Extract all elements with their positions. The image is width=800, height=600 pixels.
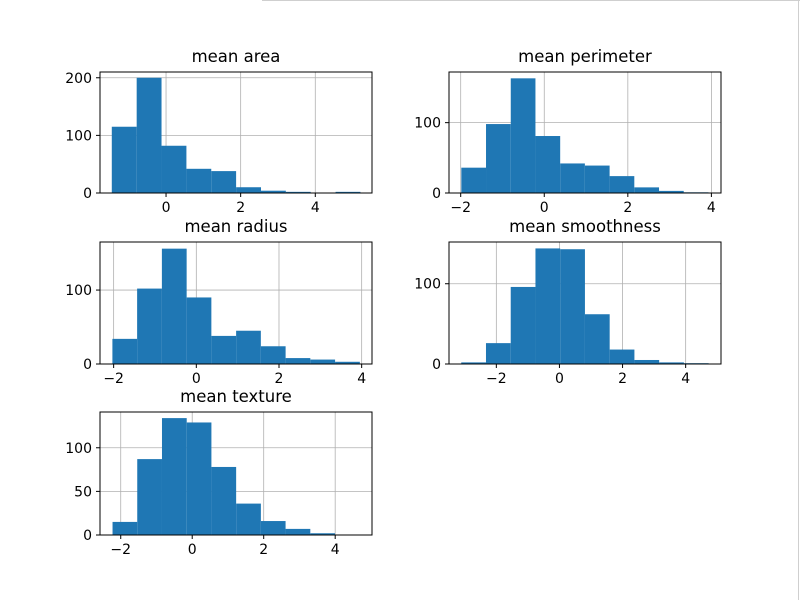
axes-frame xyxy=(448,241,722,365)
mean-texture-subplot: −2 0 2 4 0 50 100 mean texture xyxy=(65,387,373,558)
histogram-bar xyxy=(137,459,162,535)
x-tick-label: 2 xyxy=(275,371,284,387)
histogram-bar xyxy=(161,418,187,535)
histogram-bar xyxy=(634,359,660,364)
subplot-title: mean area xyxy=(192,47,281,66)
x-tick-label: −2 xyxy=(450,200,471,216)
histogram-bar xyxy=(609,176,635,193)
histogram-bar xyxy=(260,190,286,193)
x-tick-label: 0 xyxy=(192,371,201,387)
x-tick-label: 0 xyxy=(555,371,564,387)
axes-frame xyxy=(99,241,373,365)
x-tick-label: 2 xyxy=(259,542,268,558)
histogram-bar xyxy=(161,248,187,364)
x-tick-label: −2 xyxy=(486,371,507,387)
histogram-bar xyxy=(510,78,536,193)
y-tick-label: 0 xyxy=(432,186,441,202)
histogram-bar xyxy=(634,187,660,193)
histogram-bar xyxy=(560,249,585,364)
histogram-bar xyxy=(535,248,561,364)
y-tick-label: 50 xyxy=(74,484,92,500)
y-tick-label: 200 xyxy=(65,71,92,87)
histogram-bar xyxy=(486,124,511,193)
y-tick-label: 0 xyxy=(83,357,92,373)
histogram-bar xyxy=(560,163,585,193)
x-tick-label: 4 xyxy=(357,371,366,387)
histogram-bar xyxy=(584,165,610,193)
histogram-bar xyxy=(111,126,137,193)
histogram-bar xyxy=(285,528,311,535)
histogram-bar xyxy=(186,168,212,193)
histogram-bar xyxy=(211,466,237,535)
x-tick-label: 2 xyxy=(623,200,632,216)
y-tick-label: 100 xyxy=(65,283,92,299)
x-tick-label: 4 xyxy=(707,200,716,216)
histogram-bar xyxy=(310,359,336,364)
histogram-bar xyxy=(112,521,138,535)
mean-area-subplot: 0 2 4 0 100 200 mean area xyxy=(65,47,373,216)
x-tick-label: 4 xyxy=(311,200,320,216)
y-tick-label: 100 xyxy=(65,441,92,457)
histogram-bar xyxy=(260,346,286,364)
x-tick-label: 4 xyxy=(681,371,690,387)
histogram-bar xyxy=(236,187,261,193)
subplot-title: mean smoothness xyxy=(509,217,661,236)
histogram-bar xyxy=(659,190,684,193)
axes-frame xyxy=(99,71,373,194)
histogram-bar xyxy=(609,349,635,364)
y-tick-label: 0 xyxy=(83,528,92,544)
y-tick-label: 100 xyxy=(65,128,92,144)
histogram-bar xyxy=(211,171,237,193)
histogram-bar xyxy=(211,335,237,364)
x-tick-label: 0 xyxy=(162,200,171,216)
x-tick-label: −2 xyxy=(103,371,124,387)
histogram-bar xyxy=(285,191,311,193)
subplot-title: mean perimeter xyxy=(518,47,652,66)
subplot-title: mean radius xyxy=(184,217,287,236)
x-tick-label: 2 xyxy=(236,200,245,216)
histogram-bar xyxy=(186,297,212,364)
histogram-bar xyxy=(310,533,336,535)
histogram-bar xyxy=(335,191,361,193)
x-tick-label: 0 xyxy=(188,542,197,558)
mean-radius-subplot: −2 0 2 4 0 100 mean radius xyxy=(65,217,373,387)
y-tick-label: 0 xyxy=(83,186,92,202)
right-edge-line xyxy=(798,0,799,600)
x-tick-label: 2 xyxy=(618,371,627,387)
histogram-bar xyxy=(535,136,561,193)
axes-frame xyxy=(99,411,373,536)
top-edge-line xyxy=(262,0,800,1)
histogram-bar xyxy=(137,288,162,364)
x-tick-label: 0 xyxy=(540,200,549,216)
x-tick-label: −2 xyxy=(110,542,131,558)
axes-frame xyxy=(448,71,722,194)
x-tick-label: 4 xyxy=(331,542,340,558)
histogram-bar xyxy=(461,362,486,364)
histogram-bar xyxy=(236,503,261,535)
subplot-title: mean texture xyxy=(180,387,292,406)
mean-perimeter-subplot: −2 0 2 4 0 100 mean perimeter xyxy=(414,47,722,216)
mean-smoothness-subplot: −2 0 2 4 0 100 mean smoothness xyxy=(414,217,722,387)
y-tick-label: 100 xyxy=(414,277,441,293)
y-tick-label: 0 xyxy=(432,357,441,373)
histogram-bar xyxy=(335,361,360,364)
y-tick-label: 100 xyxy=(414,116,441,132)
histogram-bar xyxy=(112,338,138,364)
histogram-bar xyxy=(461,167,487,193)
histogram-bar xyxy=(136,77,162,193)
histogram-bar xyxy=(285,358,311,364)
histogram-bar xyxy=(584,314,610,364)
histogram-bar xyxy=(161,145,187,193)
histogram-bar xyxy=(510,286,536,364)
histogram-bar xyxy=(186,422,212,535)
histogram-bar xyxy=(659,362,684,364)
histogram-bar xyxy=(236,330,261,364)
histogram-bar xyxy=(260,521,286,535)
histogram-bar xyxy=(485,343,511,364)
